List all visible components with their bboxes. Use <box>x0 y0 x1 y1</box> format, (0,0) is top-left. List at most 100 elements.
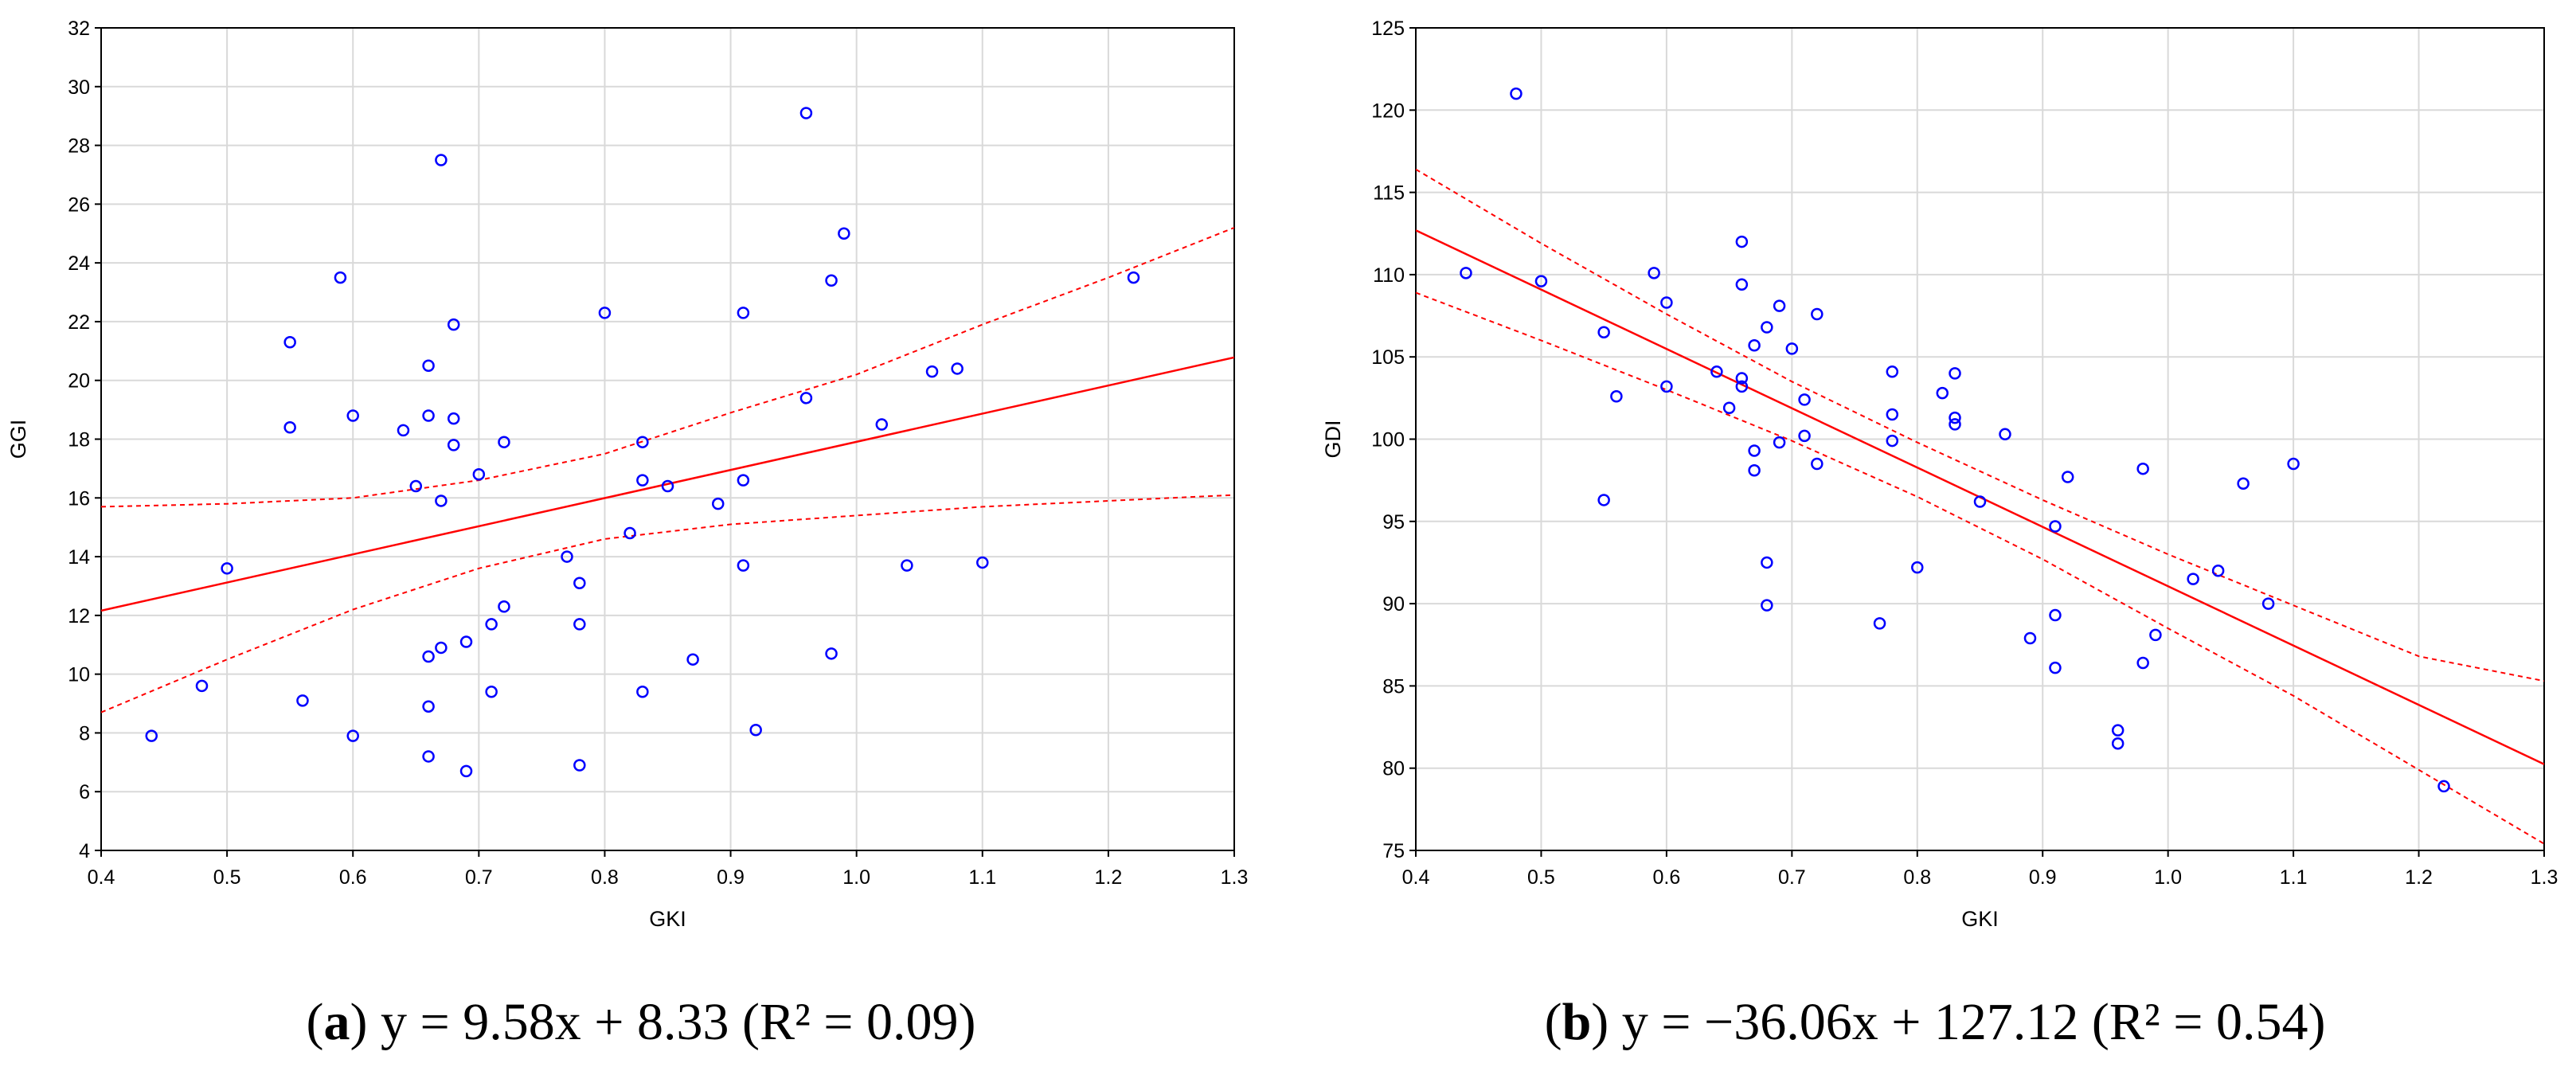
x-tick-label: 1.2 <box>1095 866 1123 889</box>
data-point <box>145 729 158 742</box>
data-point <box>686 653 699 666</box>
data-point <box>2049 608 2062 622</box>
y-tick-label: 105 <box>1371 346 1405 369</box>
data-point <box>1735 380 1749 393</box>
data-point <box>799 107 813 119</box>
plot-frame <box>100 27 1235 851</box>
data-point <box>2111 724 2125 737</box>
y-tick-label: 125 <box>1371 18 1405 40</box>
data-point <box>1949 411 1961 424</box>
data-point <box>951 362 964 375</box>
y-tick-label: 80 <box>1382 758 1405 780</box>
data-point <box>1773 436 1786 449</box>
data-point <box>1660 380 1673 393</box>
data-point <box>1949 418 1961 431</box>
data-point <box>1811 457 1824 471</box>
y-tick-label: 90 <box>1382 593 1405 616</box>
data-point <box>799 392 813 405</box>
data-point <box>1460 267 1472 279</box>
y-tick-label: 16 <box>68 487 90 510</box>
data-point <box>283 336 296 349</box>
data-point <box>737 559 750 572</box>
data-point <box>2136 462 2149 475</box>
x-tick-label: 0.6 <box>339 866 367 889</box>
x-tick-label: 1.0 <box>2154 866 2182 889</box>
y-tick-label: 4 <box>79 840 90 862</box>
y-tick-label: 100 <box>1371 429 1405 451</box>
y-axis-label: GDI <box>1321 420 1345 458</box>
data-point <box>901 559 913 572</box>
y-tick-label: 75 <box>1382 840 1405 862</box>
x-tick-label: 1.2 <box>2405 866 2433 889</box>
data-point <box>459 764 473 778</box>
data-point <box>976 556 989 569</box>
x-tick-label: 0.5 <box>213 866 241 889</box>
data-point <box>711 497 725 510</box>
data-point <box>573 759 586 772</box>
caption-a: (a) y = 9.58x + 8.33 (R² = 0.09) <box>307 993 976 1051</box>
data-point <box>2437 780 2450 793</box>
chart-panel-a: 0.4 0.5 0.6 0.7 0.8 0.9 1.0 1.1 1.2 1.3 4 6 8 10 12 14 1… <box>6 18 1248 931</box>
data-point <box>1722 401 1736 414</box>
data-point <box>2049 520 2062 533</box>
x-tick-label: 0.9 <box>717 866 745 889</box>
data-point <box>1949 367 1961 380</box>
data-point <box>737 307 750 319</box>
data-point <box>2261 597 2275 610</box>
y-tick-label: 28 <box>68 135 90 158</box>
data-point <box>1785 342 1799 355</box>
y-tick-label: 14 <box>68 546 90 569</box>
y-tick-label: 6 <box>79 781 90 803</box>
x-tick-label: 0.7 <box>465 866 493 889</box>
data-point <box>447 318 460 331</box>
plot-content <box>1416 87 2544 845</box>
data-point <box>435 154 448 166</box>
x-tick-label: 1.0 <box>842 866 870 889</box>
data-point <box>1127 271 1140 284</box>
data-point <box>825 647 838 660</box>
data-point <box>1873 617 1886 630</box>
data-point <box>1748 338 1761 352</box>
data-point <box>1735 278 1749 291</box>
data-point <box>1534 275 1548 287</box>
data-point <box>498 600 510 613</box>
data-point <box>2111 737 2125 750</box>
data-point <box>636 474 649 487</box>
data-point <box>573 618 586 631</box>
caption-b-letter: b <box>1562 993 1592 1051</box>
data-point <box>1798 393 1811 406</box>
x-tick-label: 0.6 <box>1653 866 1681 889</box>
data-point <box>283 420 296 434</box>
data-point <box>2023 631 2037 645</box>
data-point <box>1798 429 1811 443</box>
plot-frame <box>1415 27 2545 851</box>
data-point <box>498 436 510 448</box>
y-tick-label: 10 <box>68 664 90 686</box>
data-point <box>875 418 889 431</box>
data-point <box>1886 408 1899 421</box>
data-point <box>623 526 636 540</box>
x-axis-label: GKI <box>1961 907 1999 931</box>
y-axis-label: GGI <box>6 420 30 459</box>
x-tick-label: 1.3 <box>2531 866 2558 889</box>
data-point <box>422 359 435 373</box>
y-tick-label: 12 <box>68 605 90 627</box>
y-tick-label: 20 <box>68 370 90 393</box>
x-tick-label: 0.4 <box>1402 866 1430 889</box>
data-point <box>472 468 486 481</box>
data-point <box>2061 471 2074 483</box>
regression-line <box>101 356 1234 612</box>
data-point <box>1660 296 1673 309</box>
plot-content <box>101 107 1234 778</box>
data-point <box>2136 656 2149 670</box>
x-tick-label: 0.8 <box>591 866 619 889</box>
confidence-band-lower <box>101 494 1234 713</box>
x-tick-label: 1.3 <box>1221 866 1249 889</box>
data-point <box>409 479 423 493</box>
data-point <box>195 679 209 693</box>
data-point <box>1761 321 1773 334</box>
data-point <box>838 227 850 240</box>
data-point <box>598 307 612 319</box>
data-point <box>447 439 460 451</box>
y-tick-label: 24 <box>68 252 90 275</box>
